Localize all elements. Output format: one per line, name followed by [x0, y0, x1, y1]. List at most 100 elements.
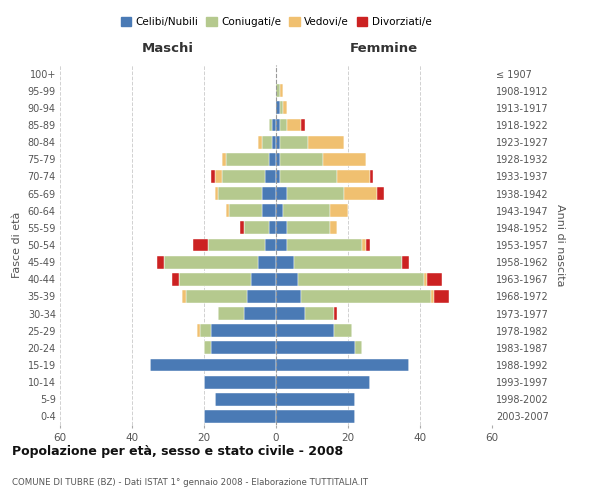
Bar	[218, 187, 262, 200]
Text: Femmine: Femmine	[350, 42, 418, 54]
Bar	[301, 290, 431, 303]
Bar	[334, 324, 352, 337]
Bar	[337, 170, 370, 183]
Bar	[276, 273, 298, 285]
Bar	[276, 358, 409, 372]
Bar	[334, 307, 337, 320]
Bar	[308, 136, 344, 148]
Bar	[172, 273, 179, 285]
Bar	[287, 118, 301, 132]
Bar	[265, 238, 276, 252]
Bar	[283, 204, 330, 217]
Bar	[280, 118, 287, 132]
Bar	[366, 238, 370, 252]
Bar	[244, 222, 269, 234]
Bar	[204, 342, 211, 354]
Bar	[240, 222, 244, 234]
Bar	[262, 187, 276, 200]
Bar	[377, 187, 384, 200]
Bar	[427, 273, 442, 285]
Bar	[276, 187, 287, 200]
Bar	[276, 342, 355, 354]
Bar	[215, 170, 222, 183]
Bar	[276, 136, 280, 148]
Bar	[370, 170, 373, 183]
Bar	[258, 136, 262, 148]
Bar	[247, 290, 276, 303]
Bar	[362, 238, 366, 252]
Bar	[150, 358, 276, 372]
Bar	[287, 222, 330, 234]
Bar	[222, 170, 265, 183]
Bar	[204, 376, 276, 388]
Bar	[157, 256, 164, 268]
Bar	[276, 153, 280, 166]
Bar	[298, 273, 424, 285]
Bar	[280, 170, 337, 183]
Bar	[269, 222, 276, 234]
Bar	[215, 187, 218, 200]
Bar	[200, 324, 211, 337]
Bar	[211, 324, 276, 337]
Y-axis label: Anni di nascita: Anni di nascita	[554, 204, 565, 286]
Bar	[276, 238, 287, 252]
Bar	[276, 118, 280, 132]
Bar	[294, 256, 402, 268]
Bar	[262, 136, 272, 148]
Bar	[164, 256, 258, 268]
Bar	[305, 307, 334, 320]
Bar	[283, 102, 287, 114]
Bar	[276, 222, 287, 234]
Y-axis label: Fasce di età: Fasce di età	[12, 212, 22, 278]
Bar	[262, 204, 276, 217]
Bar	[287, 187, 344, 200]
Bar	[211, 342, 276, 354]
Text: Popolazione per età, sesso e stato civile - 2008: Popolazione per età, sesso e stato civil…	[12, 445, 343, 458]
Text: Maschi: Maschi	[142, 42, 194, 54]
Bar	[276, 393, 355, 406]
Bar	[215, 393, 276, 406]
Bar	[272, 136, 276, 148]
Bar	[265, 170, 276, 183]
Bar	[211, 170, 215, 183]
Text: COMUNE DI TUBRE (BZ) - Dati ISTAT 1° gennaio 2008 - Elaborazione TUTTITALIA.IT: COMUNE DI TUBRE (BZ) - Dati ISTAT 1° gen…	[12, 478, 368, 487]
Bar	[276, 410, 355, 423]
Bar	[280, 84, 283, 97]
Bar	[276, 256, 294, 268]
Bar	[229, 204, 262, 217]
Bar	[244, 307, 276, 320]
Bar	[431, 290, 434, 303]
Bar	[276, 204, 283, 217]
Bar	[280, 153, 323, 166]
Bar	[424, 273, 427, 285]
Bar	[251, 273, 276, 285]
Bar	[276, 170, 280, 183]
Bar	[222, 153, 226, 166]
Bar	[323, 153, 366, 166]
Bar	[182, 290, 186, 303]
Bar	[355, 342, 362, 354]
Bar	[287, 238, 362, 252]
Bar	[276, 307, 305, 320]
Bar	[226, 204, 229, 217]
Bar	[330, 204, 348, 217]
Bar	[208, 238, 265, 252]
Bar	[276, 290, 301, 303]
Bar	[330, 222, 337, 234]
Bar	[204, 410, 276, 423]
Bar	[269, 118, 272, 132]
Bar	[276, 324, 334, 337]
Bar	[301, 118, 305, 132]
Bar	[276, 84, 280, 97]
Bar	[197, 324, 200, 337]
Bar	[280, 102, 283, 114]
Bar	[179, 273, 251, 285]
Bar	[276, 376, 370, 388]
Bar	[186, 290, 247, 303]
Bar	[402, 256, 409, 268]
Bar	[276, 102, 280, 114]
Bar	[193, 238, 208, 252]
Bar	[218, 307, 244, 320]
Bar	[258, 256, 276, 268]
Bar	[434, 290, 449, 303]
